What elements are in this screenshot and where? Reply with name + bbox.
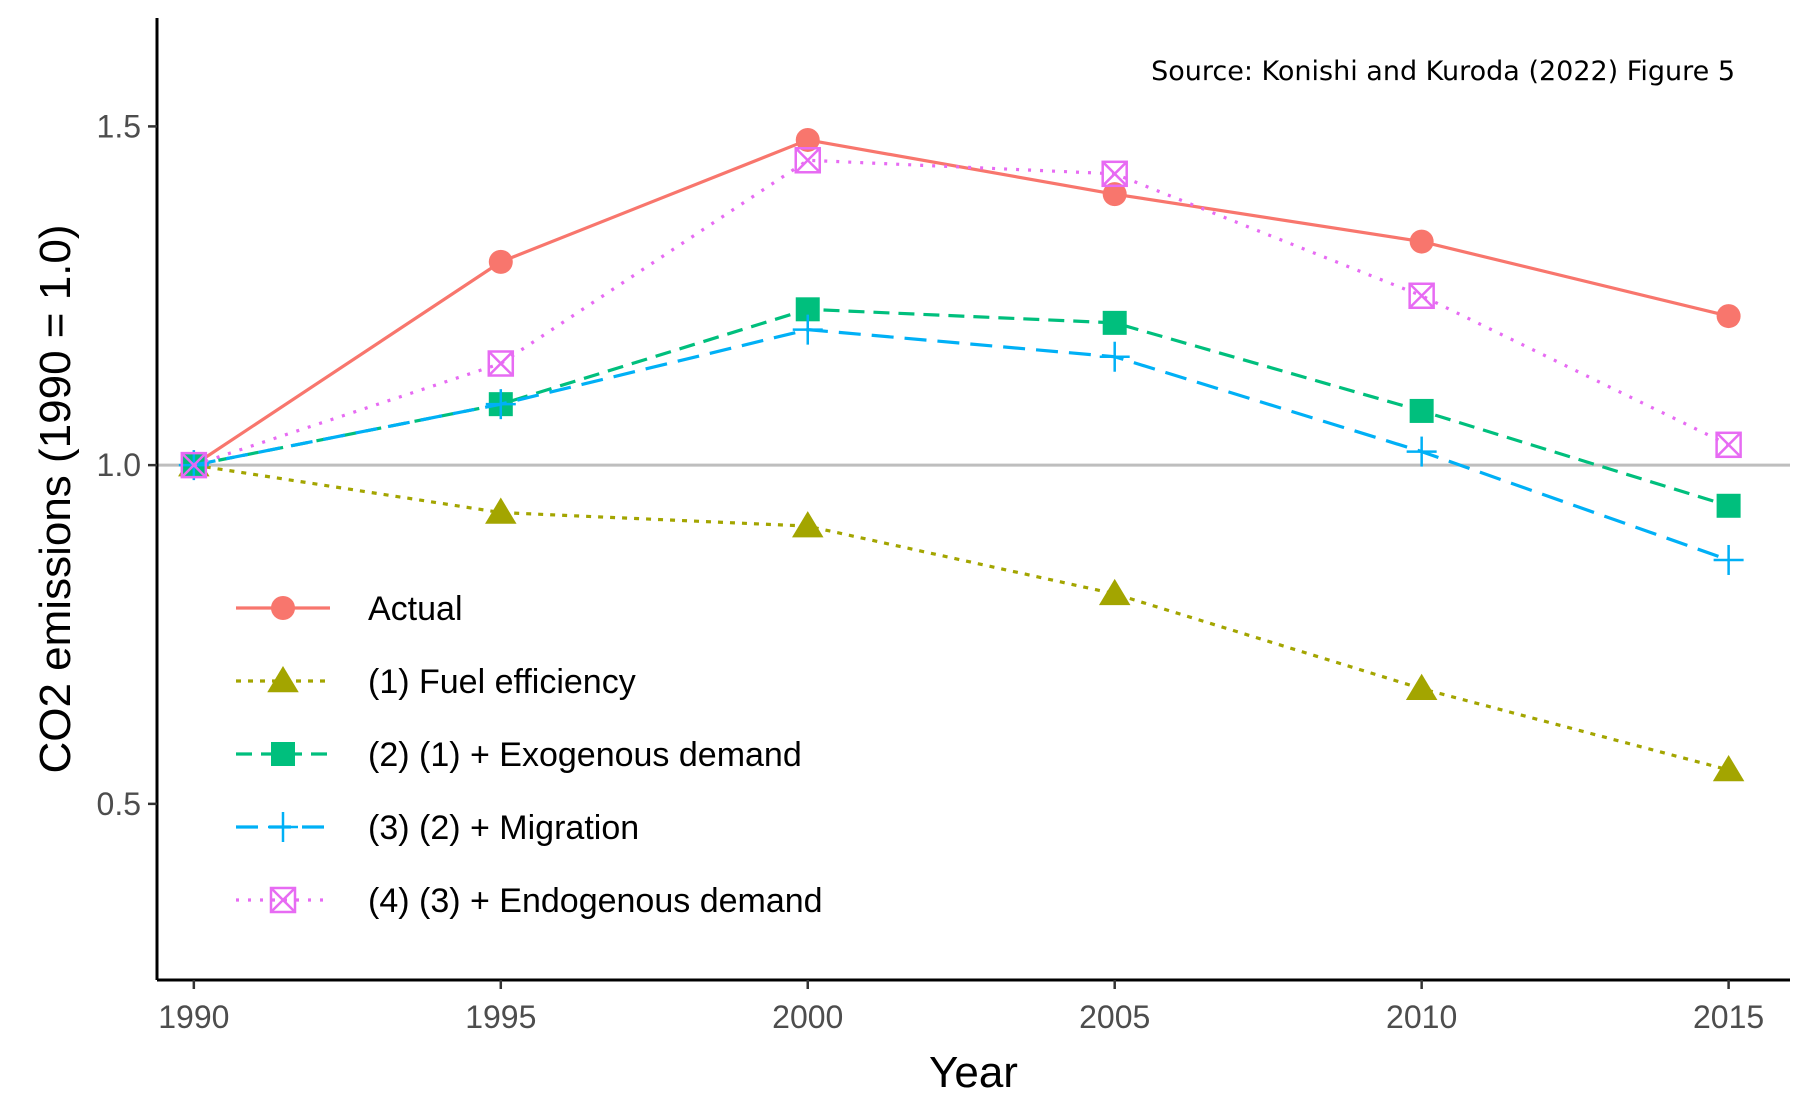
- data-point-s4-1995: [485, 389, 516, 420]
- data-point-s5-1990-diag2: [180, 452, 207, 479]
- data-point-s5-1995-diag2: [487, 350, 514, 377]
- data-point-s5-2000-diag2: [794, 147, 821, 174]
- series-line-3: [193, 307, 1730, 508]
- data-point-s1-1995: [488, 249, 513, 274]
- y-tick-label: 0.5: [97, 786, 141, 822]
- legend-key-marker-1: [271, 596, 295, 620]
- data-point-s5-1990: [180, 451, 208, 479]
- data-point-s2-1995-shape: [485, 497, 517, 524]
- y-axis-title: CO2 emissions (1990 = 1.0): [31, 224, 80, 773]
- legend-label-4: (3) (2) + Migration: [368, 809, 639, 847]
- data-point-s3-2005-shape: [1102, 310, 1127, 335]
- y-tick-label: 1.5: [97, 108, 141, 144]
- data-point-s1-2010: [1409, 229, 1434, 254]
- x-tick-label: 2005: [1079, 999, 1150, 1035]
- data-point-s2-2005-shape: [1098, 578, 1131, 606]
- x-tick-label: 2015: [1693, 999, 1764, 1035]
- data-point-s5-2000-box: [794, 147, 821, 174]
- data-point-s5-2005-box: [1101, 160, 1128, 188]
- data-point-s3-2010: [1409, 398, 1434, 423]
- data-point-s1-2005: [1102, 182, 1127, 207]
- legend-key-marker-2-shape: [267, 666, 299, 693]
- data-point-s2-2005: [1098, 578, 1131, 606]
- data-point-s2-1995: [485, 497, 517, 524]
- data-point-s5-2005-diag2: [1101, 160, 1128, 187]
- legend-label-3: (2) (1) + Exogenous demand: [368, 736, 802, 774]
- data-point-s4-2000: [792, 314, 823, 345]
- data-point-s3-2005: [1102, 310, 1127, 335]
- legend-key-marker-5-diag2: [270, 887, 296, 913]
- data-point-s4-2005: [1099, 341, 1130, 372]
- data-point-s2-2010: [1405, 673, 1438, 700]
- data-point-s2-2000: [791, 511, 824, 538]
- x-tick-label: 2000: [772, 999, 843, 1035]
- data-point-s5-1990-box: [180, 451, 208, 479]
- legend-key-marker-5-box: [269, 886, 297, 914]
- data-point-s2-2000-shape: [791, 511, 824, 538]
- x-tick-label: 1990: [158, 999, 229, 1035]
- data-point-s3-2015-shape: [1716, 493, 1741, 518]
- data-point-s1-2015: [1716, 304, 1741, 329]
- series-line-1: [192, 138, 1729, 467]
- data-point-s1-2000: [795, 127, 820, 152]
- data-point-s1-2010-shape: [1409, 229, 1434, 254]
- data-point-s1-2000-shape: [795, 127, 820, 152]
- legend-label-1: Actual: [368, 590, 463, 628]
- x-axis-title: Year: [929, 1048, 1018, 1097]
- data-point-s5-1995-box: [487, 350, 515, 377]
- data-point-s3-2015: [1716, 493, 1741, 518]
- data-point-s4-2010: [1406, 436, 1437, 467]
- data-point-s1-2015-shape: [1716, 304, 1741, 329]
- data-point-s5-2010-box: [1408, 282, 1435, 310]
- legend-key-marker-2: [267, 666, 299, 693]
- data-point-s5-1995: [487, 350, 515, 377]
- data-point-s5-2000: [794, 147, 821, 174]
- data-point-s5-2005: [1101, 160, 1128, 188]
- data-point-s2-2015-shape: [1712, 754, 1745, 782]
- data-point-s2-2010-shape: [1405, 673, 1438, 700]
- data-point-s1-1995-shape: [488, 249, 513, 274]
- x-tick-label: 2010: [1386, 999, 1457, 1035]
- source-annotation: Source: Konishi and Kuroda (2022) Figure…: [1151, 56, 1735, 87]
- legend-key-marker-4: [268, 812, 298, 842]
- legend-label-2: (1) Fuel efficiency: [368, 663, 636, 701]
- x-tick-label: 1995: [465, 999, 536, 1035]
- legend-label-5: (4) (3) + Endogenous demand: [368, 882, 823, 920]
- data-point-s3-2010-shape: [1409, 398, 1434, 423]
- data-point-s4-2015: [1713, 544, 1744, 575]
- data-point-s5-2015-diag2: [1715, 431, 1742, 458]
- data-point-s5-2015-box: [1715, 431, 1742, 459]
- legend-key-marker-3-shape: [271, 742, 295, 766]
- data-point-s5-2010-diag2: [1408, 282, 1435, 309]
- data-point-s2-2015: [1712, 754, 1745, 782]
- data-point-s5-2010: [1408, 282, 1435, 310]
- data-point-s1-2005-shape: [1102, 182, 1127, 207]
- legend-key-marker-1-shape: [271, 596, 295, 620]
- legend-key-marker-3: [271, 742, 295, 766]
- data-point-s5-2015: [1715, 431, 1742, 459]
- legend-key-marker-5: [269, 886, 297, 914]
- series-line-4: [193, 328, 1730, 562]
- y-tick-label: 1.0: [97, 447, 141, 483]
